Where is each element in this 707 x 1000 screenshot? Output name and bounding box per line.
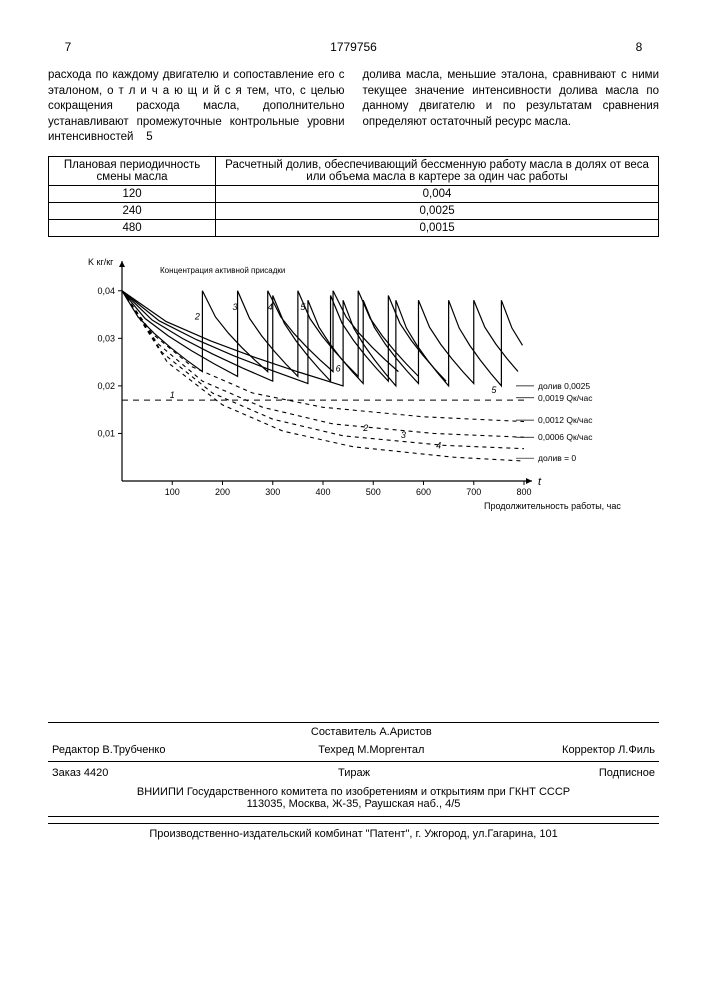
svg-text:6: 6 — [335, 363, 340, 373]
body-columns: расхода по каждому двигателю и сопоставл… — [48, 68, 659, 146]
svg-text:3: 3 — [400, 430, 405, 440]
cell-period: 120 — [49, 185, 216, 202]
order-num: 4420 — [84, 767, 108, 779]
svg-text:долив = 0: долив = 0 — [538, 453, 576, 463]
svg-text:2: 2 — [193, 311, 199, 321]
col-right-text: долива масла, меньшие эталона, сравниваю… — [363, 69, 660, 128]
svg-text:5: 5 — [491, 385, 497, 395]
table-row: 4800,0015 — [49, 219, 659, 236]
svg-text:3: 3 — [232, 301, 237, 311]
credits-block: Составитель А.Аристов Редактор В.Трубчен… — [48, 722, 659, 840]
table-row: 2400,0025 — [49, 202, 659, 219]
corrector-label: Корректор — [562, 744, 615, 756]
col-left-text: расхода по каждому двигателю и сопоставл… — [48, 69, 345, 143]
order-label: Заказ — [52, 767, 81, 779]
svg-text:300: 300 — [265, 487, 280, 497]
tirazh-label: Тираж — [338, 767, 370, 779]
svg-text:долив 0,0025: долив 0,0025 — [538, 380, 590, 390]
svg-text:800: 800 — [516, 487, 531, 497]
th-period: Плановая периодичность смены масла — [49, 156, 216, 185]
col-left: расхода по каждому двигателю и сопоставл… — [48, 68, 345, 146]
svg-text:t: t — [538, 476, 542, 488]
svg-text:K кг/кг: K кг/кг — [88, 257, 114, 267]
svg-text:0,0019 Qк/час: 0,0019 Qк/час — [538, 392, 593, 402]
corrector-name: Л.Филь — [618, 744, 655, 756]
techred-label: Техред — [318, 744, 354, 756]
svg-text:0,03: 0,03 — [97, 333, 115, 343]
svg-text:600: 600 — [415, 487, 430, 497]
svg-text:0,04: 0,04 — [97, 285, 115, 295]
svg-text:500: 500 — [365, 487, 380, 497]
bottom-producer: Производственно-издательский комбинат "П… — [149, 828, 557, 840]
cell-value: 0,0015 — [216, 219, 659, 236]
cell-period: 240 — [49, 202, 216, 219]
editor-label: Редактор — [52, 744, 99, 756]
th-value: Расчетный долив, обеспечивающий бессменн… — [216, 156, 659, 185]
doc-number: 1779756 — [88, 40, 619, 54]
cell-value: 0,0025 — [216, 202, 659, 219]
svg-text:0,02: 0,02 — [97, 380, 115, 390]
svg-text:0,0006 Qк/час: 0,0006 Qк/час — [538, 432, 593, 442]
table-row: 1200,004 — [49, 185, 659, 202]
col-right: долива масла, меньшие эталона, сравниваю… — [363, 68, 660, 146]
svg-text:Концентрация активной присадки: Концентрация активной присадки — [160, 266, 285, 275]
cell-value: 0,004 — [216, 185, 659, 202]
page-num-left: 7 — [48, 40, 88, 54]
svg-text:1: 1 — [169, 389, 174, 399]
svg-text:400: 400 — [315, 487, 330, 497]
svg-text:Продолжительность работы, час: Продолжительность работы, час — [484, 501, 621, 511]
vniipi-line1: ВНИИПИ Государственного комитета по изоб… — [137, 786, 570, 798]
line-marker-5: 5 — [141, 130, 153, 146]
concentration-chart: 100 200 300 400 500 600 700 800 0,01 0,02 0,03 0,04… — [74, 257, 634, 522]
vniipi-addr: 113035, Москва, Ж-35, Раушская наб., 4/5 — [247, 798, 461, 810]
svg-text:700: 700 — [466, 487, 481, 497]
svg-text:4: 4 — [436, 440, 441, 450]
compiler-label: Составитель — [311, 726, 376, 738]
podpisnoe: Подписное — [599, 767, 655, 779]
periodicity-table: Плановая периодичность смены масла Расче… — [48, 156, 659, 237]
svg-text:0,0012 Qк/час: 0,0012 Qк/час — [538, 415, 593, 425]
page-num-right: 8 — [619, 40, 659, 54]
svg-text:2: 2 — [362, 423, 368, 433]
svg-text:0,01: 0,01 — [97, 428, 115, 438]
svg-text:200: 200 — [214, 487, 229, 497]
cell-period: 480 — [49, 219, 216, 236]
page-header: 7 1779756 8 — [48, 40, 659, 54]
svg-text:100: 100 — [164, 487, 179, 497]
svg-text:4: 4 — [267, 301, 272, 311]
compiler-name: А.Аристов — [379, 726, 431, 738]
techred-name: М.Моргентал — [357, 744, 424, 756]
editor-name: В.Трубченко — [102, 744, 165, 756]
